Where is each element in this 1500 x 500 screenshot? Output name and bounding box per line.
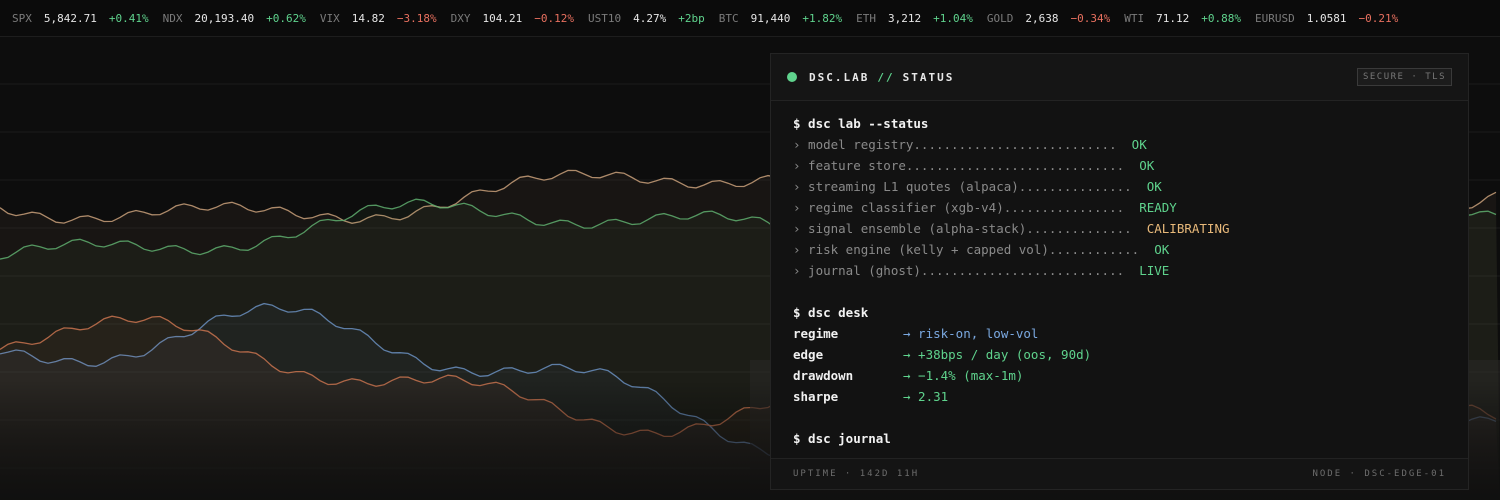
ticker-item: WTI 71.12 +0.88% xyxy=(1124,12,1241,25)
command: $ dsc desk xyxy=(793,305,869,320)
desk-line: edge → +38bps / day (oos, 90d) xyxy=(793,344,1446,365)
panel-header: DSC.LAB // STATUS SECURE · TLS xyxy=(771,54,1468,101)
check-label: › model registry........................… xyxy=(793,137,1117,152)
ticker-change: +1.82% xyxy=(802,11,843,25)
check-status: OK xyxy=(1154,242,1170,257)
separator: // xyxy=(877,70,895,84)
ticker-change: −0.34% xyxy=(1070,11,1111,25)
command-line: $ dsc desk xyxy=(793,302,1446,323)
check-label: › signal ensemble (alpha-stack).........… xyxy=(793,221,1132,236)
spacer xyxy=(793,281,1446,302)
ticker-symbol: EURUSD xyxy=(1254,11,1295,25)
spacer xyxy=(793,407,1446,428)
check-status: LIVE xyxy=(1139,263,1170,278)
ticker-change: +0.41% xyxy=(108,11,149,25)
ticker-symbol: GOLD xyxy=(986,11,1014,25)
node: NODE · DSC-EDGE-01 xyxy=(1312,469,1446,479)
panel-title: DSC.LAB xyxy=(809,70,870,84)
ticker-price: 3,212 xyxy=(887,11,922,25)
command: $ dsc lab --status xyxy=(793,116,929,131)
check-line: › regime classifier (xgb-v4)............… xyxy=(793,197,1446,218)
ticker-symbol: UST10 xyxy=(587,11,622,25)
check-status: READY xyxy=(1139,200,1177,215)
ticker-item: DXY 104.21 −0.12% xyxy=(451,12,574,25)
ticker-price: 5,842.71 xyxy=(43,11,97,25)
check-label: › risk engine (kelly + capped vol)......… xyxy=(793,242,1140,257)
ticker-change: −0.21% xyxy=(1358,11,1399,25)
desk-line: drawdown → −1.4% (max-1m) xyxy=(793,365,1446,386)
ticker-bar: SPX 5,842.71 +0.41% NDX 20,193.40 +0.62% VIX 14… xyxy=(0,0,1500,37)
ticker-item: ETH 3,212 +1.04% xyxy=(856,12,973,25)
panel-footer: UPTIME · 142D 11H NODE · DSC-EDGE-01 xyxy=(771,458,1468,489)
badge: SECURE · TLS xyxy=(1356,68,1452,86)
check-label: › feature store.........................… xyxy=(793,158,1125,173)
ticker-price: 1.0581 xyxy=(1306,11,1347,25)
ticker-price: 20,193.40 xyxy=(194,11,255,25)
check-status: OK xyxy=(1139,158,1155,173)
status-panel: DSC.LAB // STATUS SECURE · TLS $ dsc lab… xyxy=(770,53,1469,490)
desk-line: regime → risk-on, low-vol xyxy=(793,323,1446,344)
check-label: › journal (ghost).......................… xyxy=(793,263,1125,278)
ticker-symbol: VIX xyxy=(319,11,340,25)
desk-key: regime xyxy=(793,326,839,341)
desk-value: → −1.4% (max-1m) xyxy=(903,368,1024,383)
ticker-price: 14.82 xyxy=(351,11,385,25)
ticker-symbol: NDX xyxy=(162,11,183,25)
check-status: CALIBRATING xyxy=(1146,221,1230,236)
ticker-change: +1.04% xyxy=(933,11,973,25)
ticker-symbol: DXY xyxy=(450,11,471,25)
ticker-item: EURUSD 1.0581 −0.21% xyxy=(1255,12,1398,25)
check-line: › feature store.........................… xyxy=(793,155,1446,176)
ticker-item: UST10 4.27% +2bp xyxy=(588,12,705,25)
desk-key: edge xyxy=(793,347,824,362)
ticker-price: 4.27% xyxy=(633,11,667,25)
check-status: OK xyxy=(1146,179,1162,194)
ticker-item: GOLD 2,638 −0.34% xyxy=(987,12,1110,25)
command-line: $ dsc lab --status xyxy=(793,113,1446,134)
command-line: $ dsc journal xyxy=(793,428,1446,449)
ticker-item: SPX 5,842.71 +0.41% xyxy=(12,12,149,25)
check-line: › model registry........................… xyxy=(793,134,1446,155)
status-dot xyxy=(787,72,797,82)
check-label: › streaming L1 quotes (alpaca)..........… xyxy=(793,179,1132,194)
ticker-price: 2,638 xyxy=(1025,11,1059,25)
ticker-symbol: WTI xyxy=(1124,11,1145,25)
check-line: › streaming L1 quotes (alpaca)..........… xyxy=(793,176,1446,197)
ticker-symbol: BTC xyxy=(718,11,739,25)
ticker-symbol: SPX xyxy=(12,11,32,25)
ticker-symbol: ETH xyxy=(856,11,876,25)
check-line: › risk engine (kelly + capped vol)......… xyxy=(793,239,1446,260)
desk-value: → 2.31 xyxy=(903,389,949,404)
ticker-price: 104.21 xyxy=(482,11,523,25)
ticker-price: 91,440 xyxy=(750,11,791,25)
desk-line: sharpe → 2.31 xyxy=(793,386,1446,407)
desk-value: → +38bps / day (oos, 90d) xyxy=(903,347,1092,362)
panel-subtitle: STATUS xyxy=(902,70,955,84)
ticker-change: −3.18% xyxy=(396,11,437,25)
command: $ dsc journal xyxy=(793,431,891,446)
uptime: UPTIME · 142D 11H xyxy=(793,469,920,479)
desk-value: → risk-on, low-vol xyxy=(903,326,1039,341)
ticker-change: +2bp xyxy=(678,11,705,25)
ticker-item: NDX 20,193.40 +0.62% xyxy=(163,12,306,25)
ticker-item: VIX 14.82 −3.18% xyxy=(320,12,437,25)
ticker-change: +0.88% xyxy=(1201,11,1241,25)
ticker-price: 71.12 xyxy=(1156,11,1190,25)
ticker-item: BTC 91,440 +1.82% xyxy=(719,12,842,25)
desk-key: drawdown xyxy=(793,368,854,383)
check-status: OK xyxy=(1131,137,1147,152)
ticker-change: +0.62% xyxy=(266,11,306,25)
check-line: › journal (ghost).......................… xyxy=(793,260,1446,281)
ticker-change: −0.12% xyxy=(534,11,574,25)
check-line: › signal ensemble (alpha-stack).........… xyxy=(793,218,1446,239)
check-label: › regime classifier (xgb-v4)............… xyxy=(793,200,1125,215)
desk-key: sharpe xyxy=(793,389,839,404)
terminal: $ dsc lab --status › model registry......… xyxy=(771,101,1468,449)
